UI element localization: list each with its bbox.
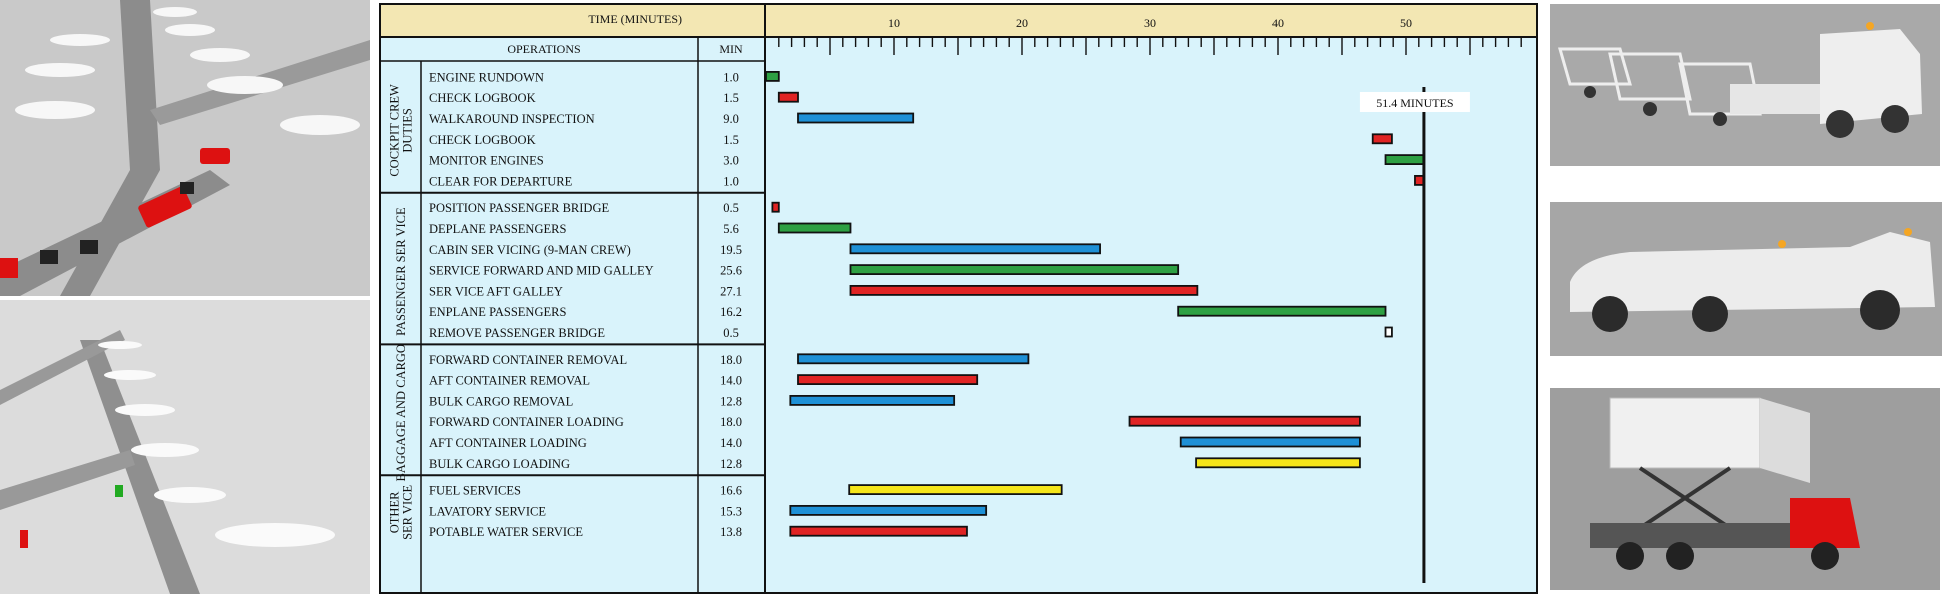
task-label: SERVICE FORWARD AND MID GALLEY — [429, 264, 654, 278]
task-label: CHECK LOGBOOK — [429, 91, 536, 105]
end-time-label: 51.4 MINUTES — [1376, 96, 1453, 110]
task-label: DEPLANE PASSENGERS — [429, 222, 566, 236]
group-label-line: SER VICE — [401, 485, 415, 540]
axis-tick-label: 40 — [1272, 16, 1284, 30]
task-bar — [789, 525, 968, 537]
task-bar — [1179, 436, 1361, 448]
task-duration: 16.2 — [720, 305, 742, 319]
task-duration: 3.0 — [723, 154, 739, 168]
group-label-line: PASSENGER SER VICE — [394, 207, 408, 336]
task-bar — [1128, 415, 1361, 427]
group-label: COCKPIT CREWDUTIES — [388, 84, 415, 177]
task-bar — [789, 394, 956, 406]
task-bar — [789, 504, 988, 516]
task-bar — [1177, 305, 1387, 317]
airport-apron-image-top — [0, 0, 370, 296]
axis-tick-label: 20 — [1016, 16, 1028, 30]
task-duration: 14.0 — [720, 436, 742, 450]
task-label: FUEL SERVICES — [429, 484, 521, 498]
task-duration: 27.1 — [720, 284, 742, 298]
task-duration: 1.5 — [723, 133, 739, 147]
operation-groups: ENGINE RUNDOWN 1.0 CHECK LOGBOOK 1.5 WALKARO… — [380, 70, 765, 540]
task-bar — [1384, 326, 1393, 338]
task-bar — [849, 243, 1101, 255]
min-column-header: MIN — [719, 42, 743, 56]
task-bar — [1384, 154, 1425, 166]
task-bar — [848, 484, 1063, 496]
task-duration: 5.6 — [723, 222, 739, 236]
task-label: CHECK LOGBOOK — [429, 133, 536, 147]
task-duration: 12.8 — [720, 394, 742, 408]
task-label: SER VICE AFT GALLEY — [429, 284, 563, 298]
group-label-line: BAGGAGE AND CARGO — [394, 344, 408, 482]
group-label: PASSENGER SER VICE — [394, 207, 408, 336]
task-label: FORWARD CONTAINER LOADING — [429, 415, 624, 429]
task-duration: 13.8 — [720, 525, 742, 539]
task-bar — [797, 374, 979, 386]
baggage-tractor-image — [1550, 4, 1940, 166]
task-label: WALKAROUND INSPECTION — [429, 112, 595, 126]
task-duration: 19.5 — [720, 243, 742, 257]
task-bar — [771, 201, 780, 213]
task-bar — [777, 91, 799, 103]
task-duration: 0.5 — [723, 326, 739, 340]
task-bar — [849, 284, 1199, 296]
task-duration: 12.8 — [720, 457, 742, 471]
task-bar — [1371, 133, 1393, 145]
task-label: BULK CARGO REMOVAL — [429, 394, 573, 408]
group-label: OTHERSER VICE — [388, 485, 415, 540]
group-label-line: COCKPIT CREW — [388, 84, 402, 177]
task-label: AFT CONTAINER REMOVAL — [429, 374, 590, 388]
task-bar — [849, 264, 1180, 276]
task-label: CLEAR FOR DEPARTURE — [429, 174, 573, 188]
task-duration: 1.0 — [723, 174, 739, 188]
task-duration: 16.6 — [720, 484, 742, 498]
task-bar — [797, 112, 915, 124]
task-duration: 14.0 — [720, 374, 742, 388]
task-label: REMOVE PASSENGER BRIDGE — [429, 326, 605, 340]
axis-tick-label: 30 — [1144, 16, 1156, 30]
task-label: BULK CARGO LOADING — [429, 457, 570, 471]
time-header-label: TIME (MINUTES) — [588, 12, 682, 26]
task-bar — [1195, 457, 1361, 469]
task-duration: 25.6 — [720, 264, 742, 278]
operations-column-header: OPERATIONS — [507, 42, 580, 56]
task-bar — [765, 71, 780, 82]
time-header-band — [379, 3, 1538, 38]
group-label: BAGGAGE AND CARGO — [394, 344, 408, 482]
task-duration: 15.3 — [720, 504, 742, 518]
task-duration: 18.0 — [720, 353, 742, 367]
task-label: ENGINE RUNDOWN — [429, 70, 544, 84]
task-label: ENPLANE PASSENGERS — [429, 305, 566, 319]
task-duration: 1.5 — [723, 91, 739, 105]
task-label: AFT CONTAINER LOADING — [429, 436, 587, 450]
catering-truck-image — [1550, 388, 1940, 590]
task-bar — [797, 353, 1030, 365]
axis-tick-label: 50 — [1400, 16, 1412, 30]
axis-tick-label: 10 — [888, 16, 900, 30]
turnaround-gantt-chart: TIME (MINUTES) OPERATIONS MIN 10 20 30 40 50… — [379, 3, 1538, 594]
airport-apron-image-bottom — [0, 300, 370, 594]
task-label: CABIN SER VICING (9-MAN CREW) — [429, 243, 631, 257]
task-label: LAVATORY SERVICE — [429, 504, 546, 518]
end-time-label-box — [1359, 92, 1470, 112]
task-label: POTABLE WATER SERVICE — [429, 525, 583, 539]
task-label: POSITION PASSENGER BRIDGE — [429, 201, 609, 215]
task-duration: 1.0 — [723, 70, 739, 84]
task-label: FORWARD CONTAINER REMOVAL — [429, 353, 627, 367]
task-duration: 0.5 — [723, 201, 739, 215]
group-label-line: DUTIES — [401, 108, 415, 152]
task-bar — [777, 222, 852, 234]
time-axis: 10 20 30 40 50 — [766, 16, 1537, 55]
pushback-tug-image — [1550, 202, 1942, 356]
group-label-line: OTHER — [388, 491, 402, 533]
task-bars — [765, 71, 1425, 537]
task-duration: 9.0 — [723, 112, 739, 126]
task-duration: 18.0 — [720, 415, 742, 429]
task-label: MONITOR ENGINES — [429, 154, 544, 168]
